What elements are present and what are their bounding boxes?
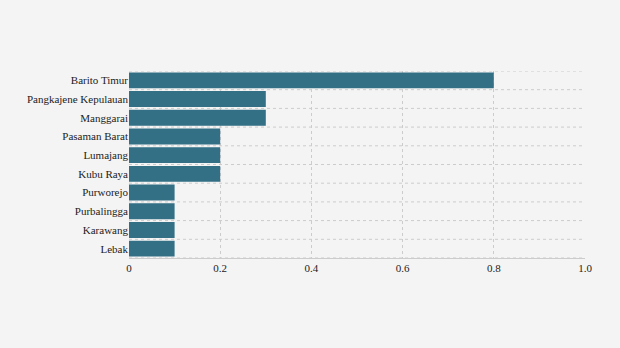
svg-text:Barito Timur: Barito Timur <box>71 74 128 86</box>
svg-text:0.2: 0.2 <box>213 262 227 274</box>
svg-text:Karawang: Karawang <box>83 224 129 236</box>
svg-text:Lebak: Lebak <box>101 243 129 255</box>
svg-text:Pasaman Barat: Pasaman Barat <box>62 130 128 142</box>
svg-text:Kubu Raya: Kubu Raya <box>78 168 128 180</box>
svg-text:Pangkajene Kepulauan: Pangkajene Kepulauan <box>27 93 129 105</box>
svg-text:0.6: 0.6 <box>396 262 410 274</box>
svg-text:Lumajang: Lumajang <box>83 149 128 161</box>
svg-text:Purworejo: Purworejo <box>82 186 128 198</box>
svg-text:1.0: 1.0 <box>578 262 592 274</box>
svg-text:Manggarai: Manggarai <box>80 112 128 124</box>
svg-text:0.4: 0.4 <box>305 262 319 274</box>
svg-text:0.8: 0.8 <box>487 262 501 274</box>
svg-text:Purbalingga: Purbalingga <box>75 205 128 217</box>
svg-text:0: 0 <box>126 262 132 274</box>
